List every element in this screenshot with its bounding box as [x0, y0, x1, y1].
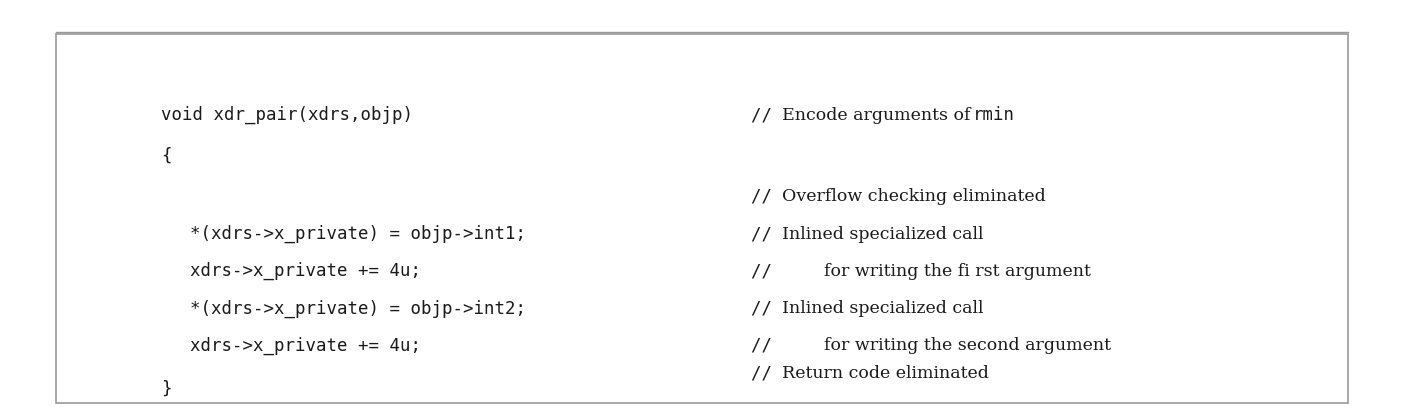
Text: //: // [751, 336, 824, 354]
Text: *(xdrs->x_private) = objp->int1;: *(xdrs->x_private) = objp->int1; [190, 225, 525, 243]
Text: for writing the second argument: for writing the second argument [824, 337, 1111, 354]
Text: {: { [161, 147, 171, 165]
Text: //: // [751, 106, 782, 124]
Text: //: // [751, 365, 782, 383]
Text: xdrs->x_private += 4u;: xdrs->x_private += 4u; [190, 336, 421, 355]
Text: Return code eliminated: Return code eliminated [782, 365, 990, 382]
Text: //: // [751, 225, 782, 243]
Text: //: // [751, 262, 824, 280]
Text: xdrs->x_private += 4u;: xdrs->x_private += 4u; [190, 262, 421, 281]
Text: for writing the fi rst argument: for writing the fi rst argument [824, 263, 1091, 280]
Text: Inlined specialized call: Inlined specialized call [782, 226, 984, 243]
Text: *(xdrs->x_private) = objp->int2;: *(xdrs->x_private) = objp->int2; [190, 299, 525, 318]
Text: Overflow checking eliminated: Overflow checking eliminated [782, 189, 1046, 205]
Text: Encode arguments of: Encode arguments of [782, 107, 976, 123]
Bar [56, 34, 1348, 403]
Text: //: // [751, 299, 782, 318]
Text: void xdr_pair(xdrs,objp): void xdr_pair(xdrs,objp) [161, 106, 413, 124]
Text: rmin: rmin [973, 106, 1015, 124]
Text: }: } [161, 379, 171, 397]
Text: //: // [751, 188, 782, 206]
Text: Inlined specialized call: Inlined specialized call [782, 300, 984, 317]
